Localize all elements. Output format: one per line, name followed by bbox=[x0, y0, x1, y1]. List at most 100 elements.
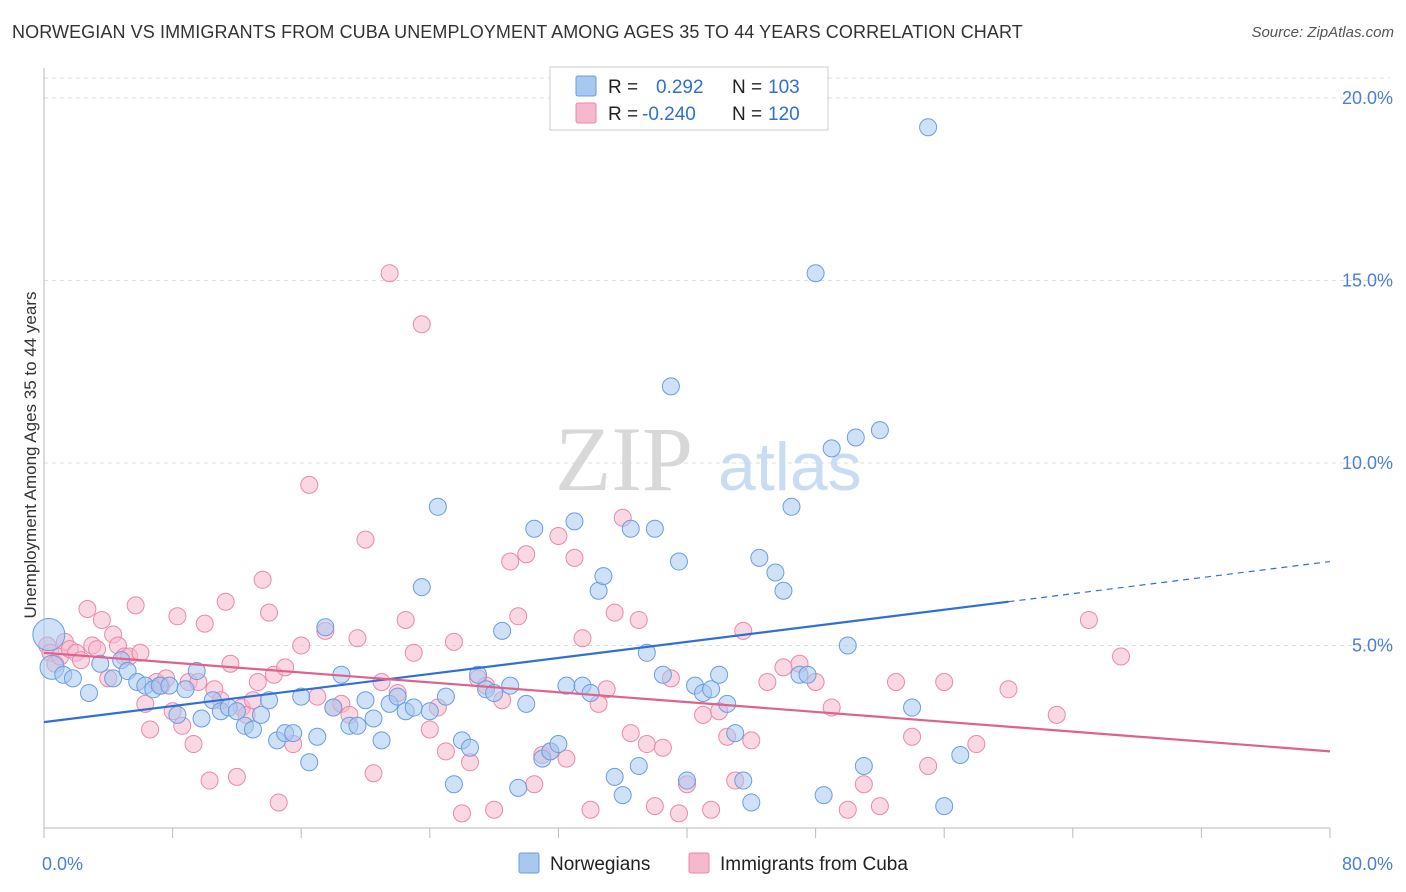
norwegian-point bbox=[420, 702, 439, 721]
legend-n-label-1: N = bbox=[732, 77, 762, 98]
cuba-point bbox=[404, 643, 423, 662]
norwegian-point bbox=[661, 377, 680, 396]
cuba-point bbox=[557, 749, 576, 768]
norwegian-point bbox=[388, 687, 407, 706]
cuba-point bbox=[200, 771, 219, 790]
norwegian-trend-line bbox=[43, 600, 1009, 724]
cuba-point bbox=[919, 756, 938, 775]
source-label: Source: ZipAtlas.com bbox=[1251, 24, 1394, 41]
norwegian-point bbox=[227, 702, 246, 721]
norwegian-point bbox=[919, 118, 938, 137]
norwegian-point bbox=[742, 793, 761, 812]
cuba-point bbox=[269, 793, 288, 812]
legend-n-label-2: N = bbox=[732, 104, 762, 125]
y-tick-label: 10.0% bbox=[1342, 453, 1393, 473]
norwegian-point bbox=[525, 519, 544, 538]
norwegian-point bbox=[493, 621, 512, 640]
cuba-point bbox=[629, 610, 648, 629]
norwegian-point bbox=[316, 618, 335, 637]
legend-r-label-2: R = bbox=[608, 104, 638, 125]
norwegian-point bbox=[798, 665, 817, 684]
cuba-point bbox=[168, 607, 187, 626]
bottom-legend-swatch-norwegians bbox=[518, 852, 540, 874]
cuba-point bbox=[452, 804, 471, 823]
cuba-point bbox=[88, 640, 107, 659]
cuba-point bbox=[565, 548, 584, 567]
norwegian-point bbox=[91, 654, 110, 673]
cuba-point bbox=[999, 680, 1018, 699]
cuba-point bbox=[637, 735, 656, 754]
trend-lines bbox=[43, 560, 1331, 753]
cuba-trend-line bbox=[43, 651, 1331, 753]
legend-swatch-cuba bbox=[575, 102, 597, 124]
legend-r-value-1: 0.292 bbox=[656, 77, 704, 98]
x-tick-label: 0.0% bbox=[42, 854, 83, 874]
norwegian-point bbox=[308, 727, 327, 746]
norwegian-point bbox=[653, 665, 672, 684]
norwegian-point bbox=[814, 786, 833, 805]
cuba-point bbox=[758, 673, 777, 691]
cuba-point bbox=[308, 687, 327, 706]
cuba-point bbox=[549, 527, 568, 545]
norwegian-point bbox=[412, 578, 431, 597]
norwegian-point bbox=[260, 691, 279, 710]
norwegian-point bbox=[766, 563, 785, 582]
cuba-point bbox=[372, 673, 391, 691]
norwegian-point bbox=[356, 691, 375, 710]
y-axis-label: Unemployment Among Ages 35 to 44 years bbox=[21, 292, 40, 619]
norwegian-point bbox=[63, 669, 82, 688]
cuba-point bbox=[420, 720, 439, 739]
norwegian-point bbox=[509, 778, 528, 797]
norwegian-point bbox=[364, 709, 383, 728]
norwegian-point bbox=[629, 756, 648, 775]
cuba-point bbox=[364, 764, 383, 783]
legend-r-label-1: R = bbox=[608, 77, 638, 98]
cuba-point bbox=[967, 735, 986, 754]
cuba-point bbox=[1079, 610, 1098, 629]
norwegian-point bbox=[80, 683, 99, 702]
cuba-point bbox=[485, 800, 504, 819]
cuba-point bbox=[854, 775, 873, 794]
norwegian-point bbox=[192, 709, 211, 728]
chart-title: NORWEGIAN VS IMMIGRANTS FROM CUBA UNEMPL… bbox=[12, 22, 1023, 42]
norwegian-point bbox=[710, 665, 729, 684]
norwegian-point bbox=[243, 720, 262, 739]
norwegian-point bbox=[549, 735, 568, 754]
cuba-point bbox=[227, 767, 246, 786]
watermark-zip: ZIP bbox=[555, 408, 693, 510]
norwegian-point bbox=[935, 797, 954, 816]
cuba-point bbox=[1112, 647, 1131, 666]
norwegian-point bbox=[726, 724, 745, 743]
norwegian-point bbox=[324, 698, 343, 717]
norwegian-trend-extension bbox=[1008, 560, 1331, 603]
cuba-point bbox=[903, 727, 922, 746]
norwegian-point bbox=[594, 567, 613, 586]
watermark: ZIP atlas bbox=[555, 408, 862, 510]
norwegian-point bbox=[517, 694, 536, 713]
norwegian-point bbox=[838, 636, 857, 655]
cuba-point bbox=[886, 673, 905, 691]
grid-lines bbox=[44, 77, 1390, 646]
tick-labels: 5.0% 10.0% 15.0% 20.0% 0.0% 80.0% bbox=[42, 88, 1393, 874]
cuba-point bbox=[573, 629, 592, 648]
norwegian-point bbox=[822, 439, 841, 458]
norwegian-point bbox=[613, 786, 632, 805]
cuba-point bbox=[742, 731, 761, 750]
cuba-point bbox=[1047, 705, 1066, 724]
norwegian-point bbox=[32, 618, 66, 652]
x-tick-label: 80.0% bbox=[1342, 854, 1393, 874]
cuba-point bbox=[260, 603, 279, 622]
bottom-legend-norwegians: Norwegians bbox=[550, 854, 650, 875]
cuba-point bbox=[509, 607, 528, 626]
norwegian-points bbox=[32, 118, 970, 816]
legend-n-value-2: 120 bbox=[768, 104, 800, 125]
cuba-point bbox=[734, 621, 753, 640]
norwegian-point bbox=[806, 264, 825, 283]
cuba-point bbox=[702, 800, 721, 819]
norwegian-point bbox=[854, 756, 873, 775]
norwegian-point bbox=[846, 428, 865, 447]
cuba-point bbox=[581, 800, 600, 819]
cuba-point bbox=[253, 570, 272, 589]
cuba-point bbox=[501, 552, 520, 571]
